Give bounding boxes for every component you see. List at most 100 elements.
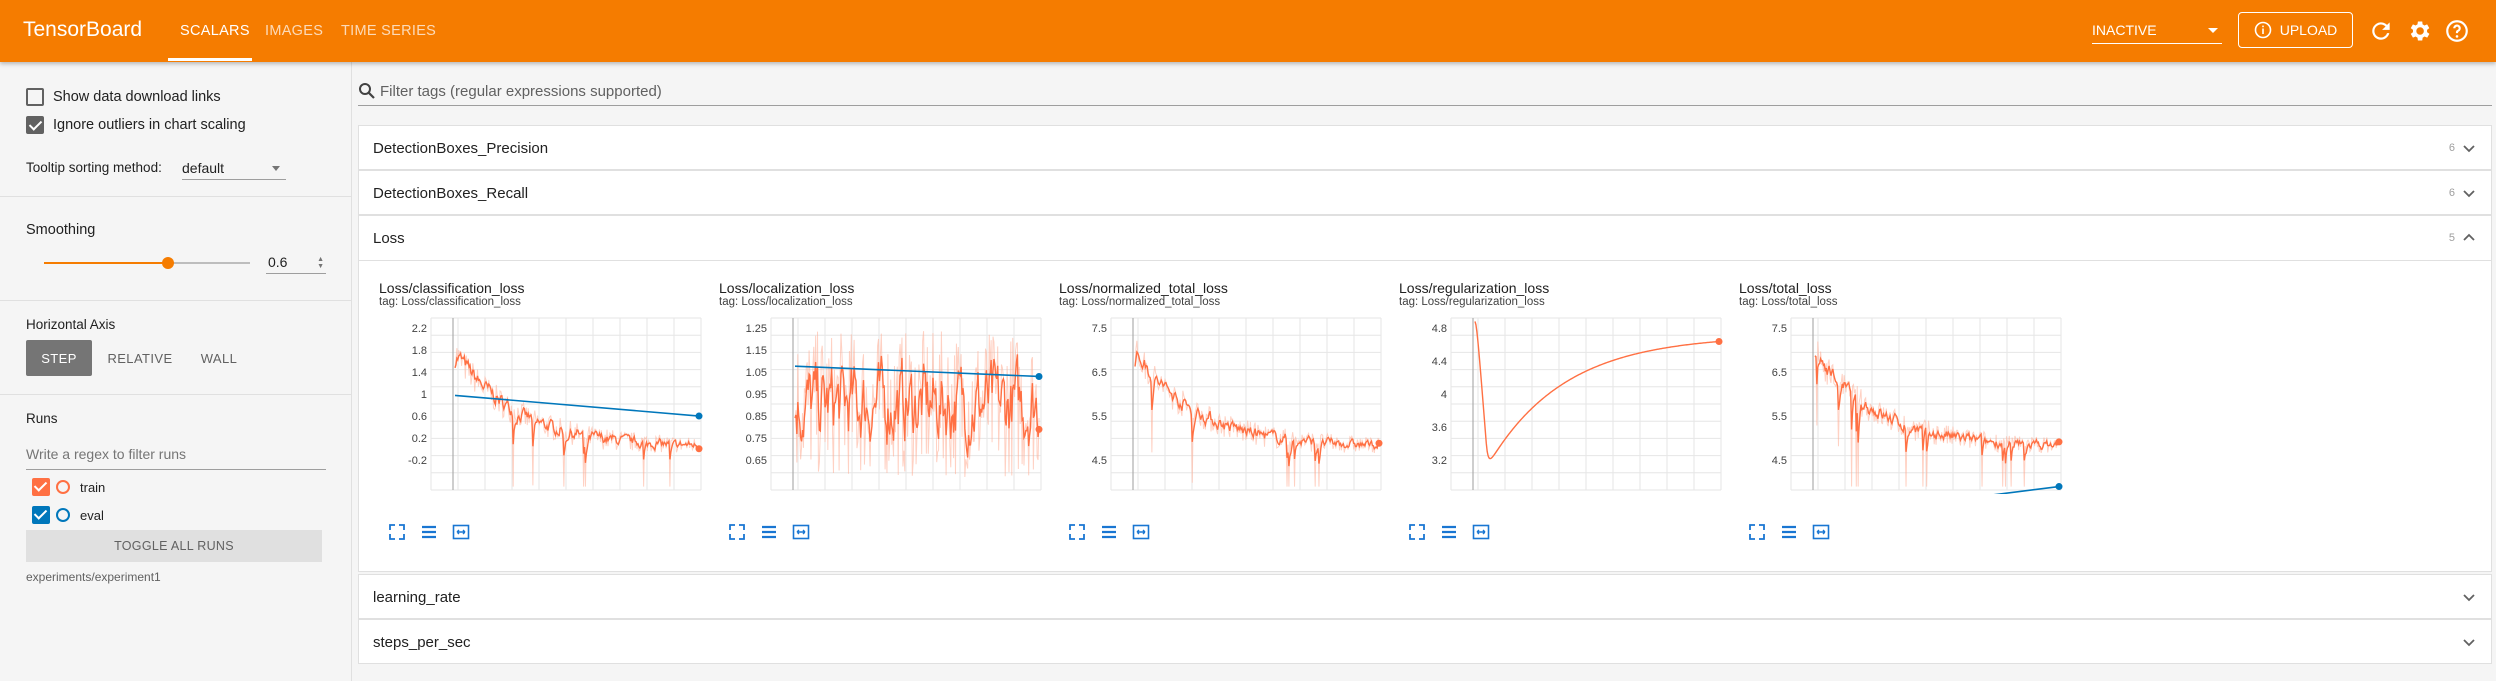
chevron-down-icon[interactable]: [2461, 140, 2477, 156]
axis-step-button[interactable]: STEP: [26, 340, 92, 376]
y-tick-label: 0.65: [746, 455, 767, 467]
group-header[interactable]: learning_rate: [359, 575, 2491, 619]
y-tick-label: 2.2: [412, 323, 427, 335]
toggle-log-scale-icon[interactable]: [1439, 522, 1459, 542]
toggle-log-scale-icon[interactable]: [1099, 522, 1119, 542]
show-download-links-label: Show data download links: [53, 89, 221, 105]
tab-images[interactable]: IMAGES: [265, 23, 324, 39]
train-series[interactable]: [1474, 321, 1720, 460]
train-last-point[interactable]: [2055, 438, 2063, 446]
fit-domain-icon[interactable]: [1131, 522, 1151, 542]
chevron-down-icon[interactable]: [2461, 634, 2477, 650]
fullscreen-icon[interactable]: [1407, 522, 1427, 542]
fullscreen-icon[interactable]: [1747, 522, 1767, 542]
eval-last-point[interactable]: [695, 412, 703, 420]
fit-domain-icon[interactable]: [791, 522, 811, 542]
y-tick-label: 6.5: [1772, 367, 1787, 379]
line-chart[interactable]: 7.5 6.5 5.5 4.5: [1739, 314, 2069, 494]
axis-wall-button[interactable]: WALL: [200, 350, 238, 366]
fit-domain-icon[interactable]: [1471, 522, 1491, 542]
toggle-log-scale-icon[interactable]: [1779, 522, 1799, 542]
chart-actions: [1067, 522, 1151, 542]
eval-series[interactable]: [794, 365, 1040, 378]
line-chart[interactable]: 4.8 4.4 4 3.6 3.2: [1399, 314, 1729, 494]
tab-time-series[interactable]: TIME SERIES: [341, 23, 437, 39]
group-header[interactable]: Loss 5: [359, 216, 2491, 260]
chart-tag: tag: Loss/total_loss: [1739, 296, 1838, 308]
tag-filter[interactable]: Filter tags (regular expressions support…: [358, 78, 2492, 106]
y-tick-label: 1.8: [412, 345, 427, 357]
train-last-point[interactable]: [1035, 425, 1043, 433]
line-chart[interactable]: 2.2 1.8 1.4 1 0.6 0.2 -0.2: [379, 314, 709, 494]
fullscreen-icon[interactable]: [387, 522, 407, 542]
help-icon[interactable]: [2444, 18, 2470, 44]
run-checkbox-train[interactable]: [32, 478, 50, 496]
group-header[interactable]: DetectionBoxes_Recall 6: [359, 171, 2491, 215]
group-detectionboxes-precision[interactable]: DetectionBoxes_Precision 6: [358, 125, 2492, 170]
divider: [0, 196, 352, 197]
train-raw-series: [1134, 340, 1380, 487]
train-last-point[interactable]: [1375, 439, 1383, 447]
group-count: 5: [2448, 232, 2455, 244]
y-tick-label: 7.5: [1092, 323, 1107, 335]
horizontal-axis-title: Horizontal Axis: [26, 317, 116, 332]
run-checkbox-eval[interactable]: [32, 506, 50, 524]
fullscreen-icon[interactable]: [1067, 522, 1087, 542]
train-series[interactable]: [794, 354, 1040, 458]
y-tick-label: 3.2: [1432, 455, 1447, 467]
eval-last-point[interactable]: [1035, 372, 1043, 380]
line-chart[interactable]: 1.25 1.15 1.05 0.95 0.85 0.75 0.65: [719, 314, 1049, 494]
fullscreen-icon[interactable]: [727, 522, 747, 542]
toggle-log-scale-icon[interactable]: [419, 522, 439, 542]
chart-cards: Loss/classification_loss tag: Loss/classi…: [379, 280, 2479, 570]
smoothing-input[interactable]: 0.6 ▲ ▼: [266, 252, 326, 274]
toggle-log-scale-icon[interactable]: [759, 522, 779, 542]
chart-title: Loss/classification_loss: [379, 280, 525, 296]
tab-scalars[interactable]: SCALARS: [180, 23, 250, 39]
group-header[interactable]: steps_per_sec: [359, 620, 2491, 664]
runs-filter-input[interactable]: Write a regex to filter runs: [26, 444, 326, 470]
upload-button[interactable]: UPLOAD: [2238, 12, 2353, 48]
train-series[interactable]: [1814, 355, 2060, 464]
y-tick-label: 4.5: [1772, 455, 1787, 467]
refresh-icon[interactable]: [2368, 18, 2394, 44]
train-last-point[interactable]: [695, 445, 703, 453]
group-learning-rate[interactable]: learning_rate: [358, 574, 2492, 619]
group-steps-per-sec[interactable]: steps_per_sec: [358, 619, 2492, 664]
gear-icon[interactable]: [2406, 18, 2432, 44]
train-last-point[interactable]: [1715, 337, 1723, 345]
smoothing-slider-thumb[interactable]: [162, 257, 174, 269]
y-tick-label: 0.85: [746, 411, 767, 423]
tooltip-sorting-select[interactable]: default: [182, 156, 286, 180]
ignore-outliers-checkbox[interactable]: [26, 116, 44, 134]
train-series[interactable]: [454, 351, 700, 463]
upload-label: UPLOAD: [2279, 22, 2338, 38]
fit-domain-icon[interactable]: [1811, 522, 1831, 542]
spinner-arrows-icon[interactable]: ▲ ▼: [317, 256, 324, 270]
tooltip-sorting-value: default: [182, 160, 225, 176]
chevron-down-icon: [2208, 28, 2218, 33]
run-status-select[interactable]: INACTIVE: [2092, 16, 2222, 44]
line-chart[interactable]: 7.5 6.5 5.5 4.5: [1059, 314, 1389, 494]
smoothing-slider[interactable]: [44, 257, 250, 269]
axis-relative-button[interactable]: RELATIVE: [107, 350, 173, 366]
train-series[interactable]: [1134, 350, 1380, 467]
chevron-down-icon[interactable]: [2461, 589, 2477, 605]
fit-domain-icon[interactable]: [451, 522, 471, 542]
eval-series[interactable]: [454, 394, 700, 417]
chevron-down-icon[interactable]: [2461, 185, 2477, 201]
eval-series[interactable]: [1964, 485, 2060, 494]
group-detectionboxes-recall[interactable]: DetectionBoxes_Recall 6: [358, 170, 2492, 215]
chart-actions: [1407, 522, 1491, 542]
run-color-swatch-eval[interactable]: [56, 508, 70, 522]
chevron-up-icon[interactable]: [2461, 230, 2477, 246]
y-tick-label: 1.05: [746, 367, 767, 379]
eval-last-point[interactable]: [2055, 483, 2063, 491]
group-loss: Loss 5 Loss/classification_loss tag: Loss…: [358, 215, 2492, 572]
y-tick-label: 1.15: [746, 345, 767, 357]
show-download-links-checkbox[interactable]: [26, 88, 44, 106]
toggle-all-runs-button[interactable]: TOGGLE ALL RUNS: [26, 530, 322, 562]
group-name: DetectionBoxes_Precision: [373, 140, 549, 157]
run-color-swatch-train[interactable]: [56, 480, 70, 494]
group-header[interactable]: DetectionBoxes_Precision 6: [359, 126, 2491, 170]
